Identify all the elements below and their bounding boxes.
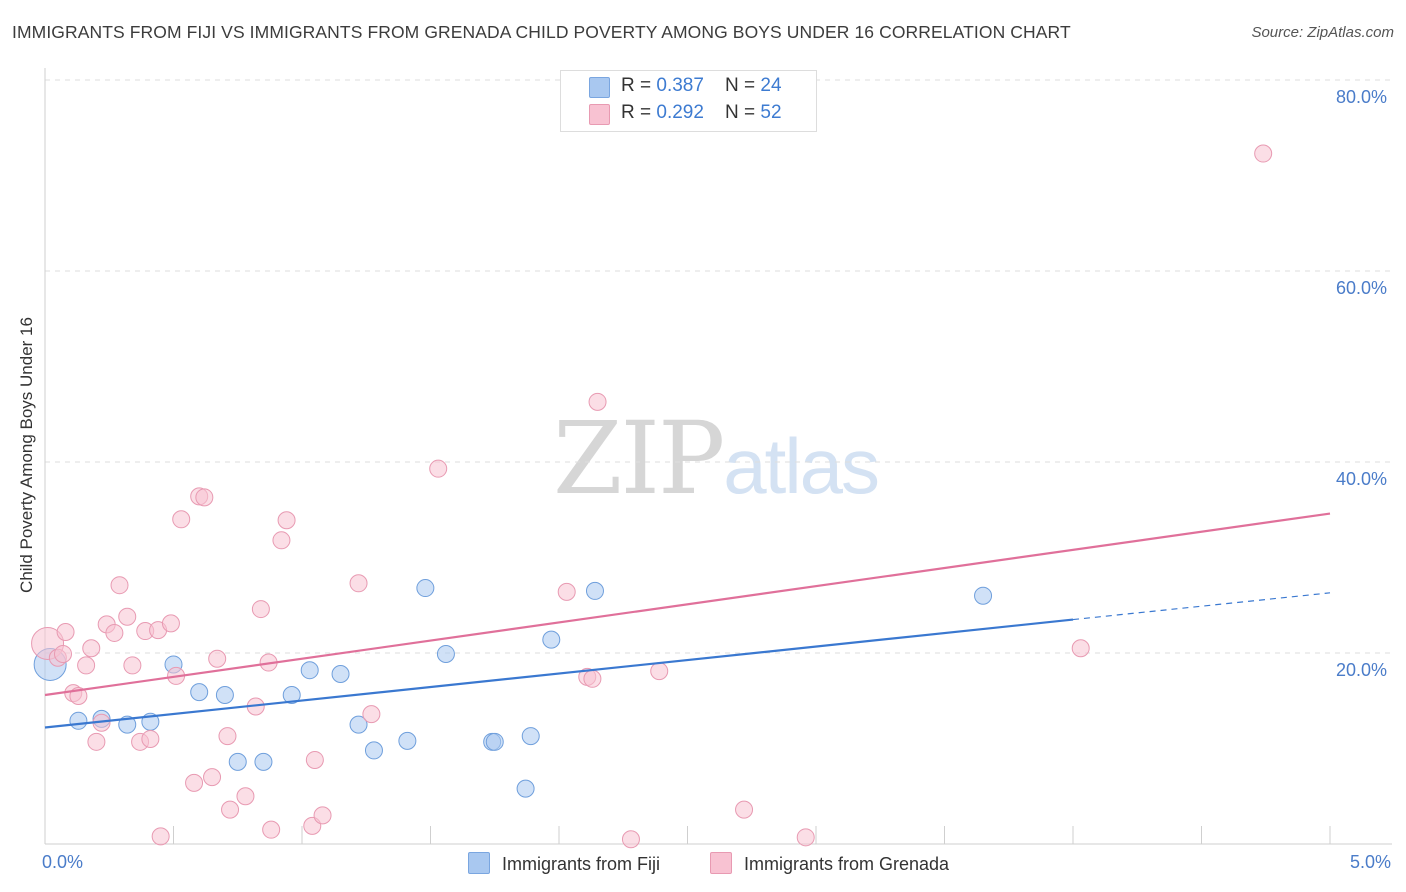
data-point xyxy=(331,665,350,684)
trend-line xyxy=(44,512,1331,697)
data-point xyxy=(161,614,180,633)
bottom-legend-fiji: Immigrants from Fiji xyxy=(468,852,660,875)
legend-label-grenada: Immigrants from Grenada xyxy=(744,854,950,874)
data-point xyxy=(557,582,576,601)
data-point xyxy=(69,711,88,730)
data-point xyxy=(436,644,455,663)
data-point xyxy=(429,459,448,478)
data-point xyxy=(516,779,535,798)
data-point xyxy=(485,732,504,751)
data-point xyxy=(236,787,255,806)
series-fiji xyxy=(33,579,993,798)
r-label: R = xyxy=(621,102,657,123)
data-point xyxy=(621,830,640,849)
data-point xyxy=(203,768,222,787)
data-point xyxy=(251,600,270,619)
data-point xyxy=(87,732,106,751)
data-point xyxy=(282,686,301,705)
r-value: 0.387 xyxy=(656,75,704,96)
legend-swatch-fiji xyxy=(468,852,490,874)
r-label: R = xyxy=(621,75,657,96)
source-credit: Source: ZipAtlas.com xyxy=(1251,24,1394,41)
data-point xyxy=(190,683,209,702)
y-tick-label: 40.0% xyxy=(1336,469,1388,489)
data-point xyxy=(300,661,319,680)
data-point xyxy=(416,579,435,598)
data-point xyxy=(583,669,602,688)
data-point xyxy=(151,827,170,846)
data-point xyxy=(521,727,540,746)
chart-title: IMMIGRANTS FROM FIJI VS IMMIGRANTS FROM … xyxy=(12,22,1071,42)
watermark-atlas: atlas xyxy=(723,422,880,510)
data-point xyxy=(1071,639,1090,658)
data-point xyxy=(364,741,383,760)
data-point xyxy=(362,705,381,724)
r-value: 0.292 xyxy=(656,102,704,123)
data-point xyxy=(349,715,368,734)
data-point xyxy=(305,750,324,769)
data-point xyxy=(218,727,237,746)
data-point xyxy=(53,644,72,663)
data-point xyxy=(588,392,607,411)
data-point xyxy=(105,623,124,642)
n-label: N = xyxy=(725,75,761,96)
n-label: N = xyxy=(725,102,761,123)
data-point xyxy=(221,800,240,819)
legend-swatch-grenada xyxy=(710,852,732,874)
data-point xyxy=(215,686,234,705)
data-point xyxy=(262,820,281,839)
correlation-legend: R = 0.387 N = 24 R = 0.292 N = 52 xyxy=(560,70,817,132)
data-point xyxy=(228,752,247,771)
data-point xyxy=(208,649,227,668)
y-tick-label: 20.0% xyxy=(1336,660,1388,680)
data-point xyxy=(82,639,101,658)
data-point xyxy=(110,576,129,595)
watermark-zip: ZIP xyxy=(553,400,725,517)
legend-label-fiji: Immigrants from Fiji xyxy=(502,854,661,874)
data-point xyxy=(272,531,291,550)
data-point xyxy=(1254,144,1273,163)
data-point xyxy=(77,656,96,675)
trend-line xyxy=(44,618,1074,729)
data-point xyxy=(398,731,417,750)
data-point xyxy=(195,488,214,507)
series-grenada xyxy=(31,144,1273,849)
data-point xyxy=(735,800,754,819)
watermark: ZIPatlas xyxy=(553,400,880,517)
data-point xyxy=(123,656,142,675)
x-tick-label-max: 5.0% xyxy=(1350,852,1392,872)
data-point xyxy=(118,607,137,626)
y-tick-label: 80.0% xyxy=(1336,87,1388,107)
data-point xyxy=(56,622,75,641)
data-point xyxy=(185,773,204,792)
data-point xyxy=(650,662,669,681)
data-point xyxy=(141,729,160,748)
data-point xyxy=(313,806,332,825)
y-tick-label: 60.0% xyxy=(1336,278,1388,298)
data-point xyxy=(349,574,368,593)
n-value: 24 xyxy=(760,75,782,96)
data-point xyxy=(974,586,993,605)
x-tick-label-min: 0.0% xyxy=(42,852,84,872)
data-point xyxy=(542,630,561,649)
trend-line-extension xyxy=(1072,592,1331,621)
n-value: 52 xyxy=(760,102,782,123)
data-point xyxy=(585,581,604,600)
bottom-legend-grenada: Immigrants from Grenada xyxy=(710,852,949,875)
data-point xyxy=(796,828,815,847)
legend-swatch-grenada xyxy=(589,104,610,125)
data-point xyxy=(254,752,273,771)
data-point xyxy=(172,510,191,529)
data-point xyxy=(277,511,296,530)
legend-swatch-fiji xyxy=(589,77,610,98)
